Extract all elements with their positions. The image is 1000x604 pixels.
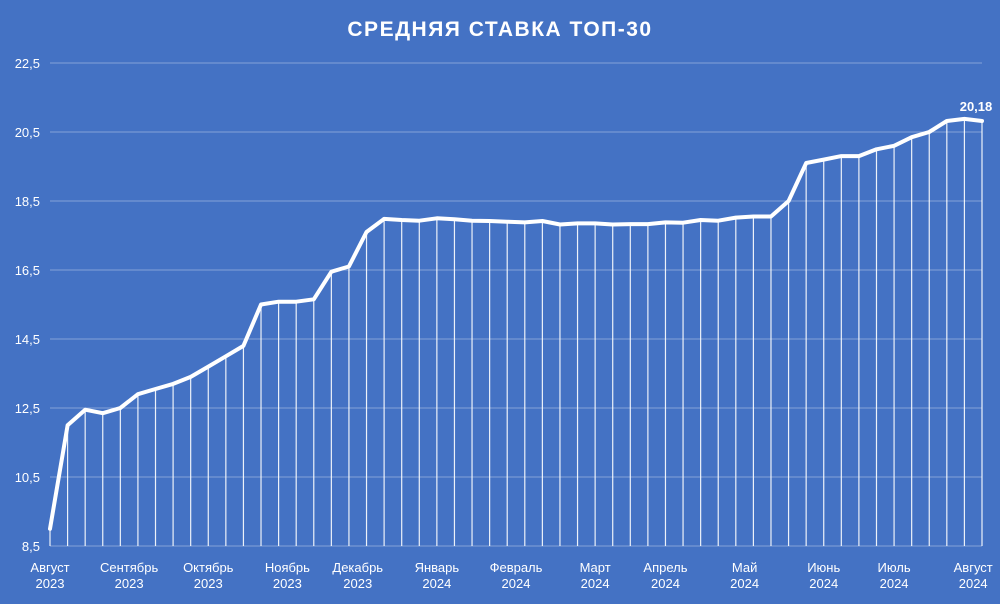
series-line: [48, 116, 984, 531]
x-tick-label: Декабрь 2023: [332, 560, 383, 591]
x-tick-label: Май 2024: [730, 560, 759, 591]
x-tick-label: Апрель 2024: [643, 560, 687, 591]
x-tick-label: Сентябрь 2023: [100, 560, 158, 591]
x-tick-label: Январь 2024: [415, 560, 460, 591]
x-tick-label: Февраль 2024: [490, 560, 543, 591]
y-tick-label: 22,5: [15, 56, 40, 71]
x-tick-label: Март 2024: [580, 560, 611, 591]
y-tick-label: 16,5: [15, 263, 40, 278]
y-tick-label: 8,5: [22, 539, 40, 554]
chart-title: СРЕДНЯЯ СТАВКА ТОП-30: [347, 18, 653, 41]
y-tick-label: 12,5: [15, 401, 40, 416]
x-tick-label: Ноябрь 2023: [265, 560, 310, 591]
x-tick-label: Июнь 2024: [807, 560, 840, 591]
x-tick-label: Август 2024: [954, 560, 993, 591]
y-tick-label: 18,5: [15, 194, 40, 209]
y-tick-label: 14,5: [15, 332, 40, 347]
y-tick-label: 10,5: [15, 470, 40, 485]
x-tick-label: Октябрь 2023: [183, 560, 234, 591]
x-tick-label: Июль 2024: [877, 560, 910, 591]
x-tick-label: Август 2023: [30, 560, 69, 591]
y-tick-label: 20,5: [15, 125, 40, 140]
last-value-label: 20,18: [960, 99, 993, 114]
